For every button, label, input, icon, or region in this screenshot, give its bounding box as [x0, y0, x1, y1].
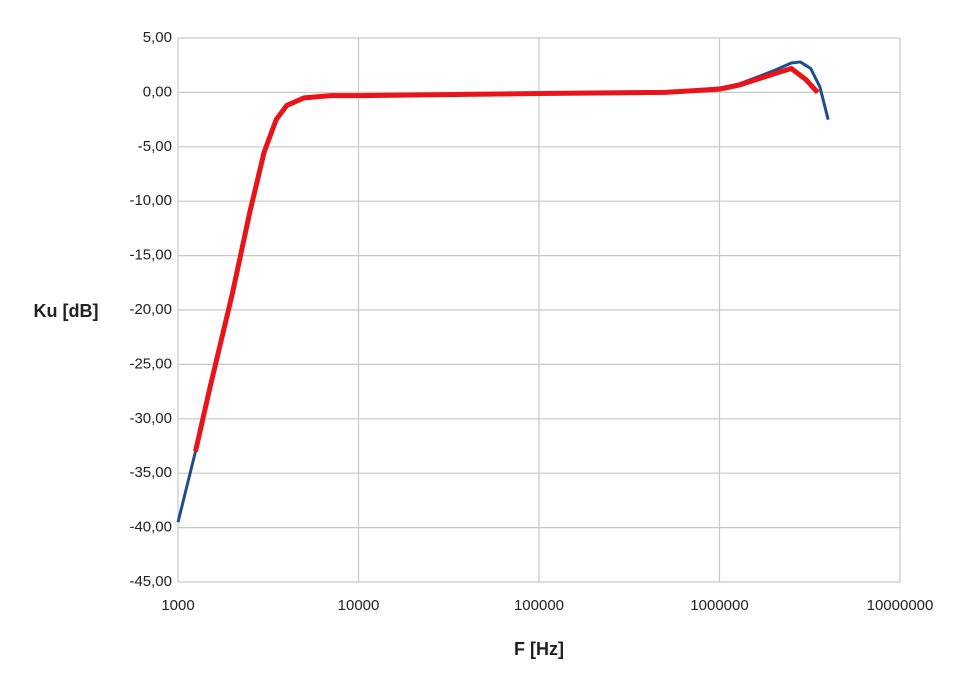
x-axis-title: F [Hz]	[514, 639, 564, 659]
y-tick-label: -45,00	[129, 573, 172, 590]
x-tick-label: 10000000	[867, 597, 934, 614]
y-tick-label: -30,00	[129, 410, 172, 427]
y-axis-title: Ku [dB]	[34, 301, 99, 321]
y-tick-label: 5,00	[143, 29, 172, 46]
series-line	[193, 65, 820, 452]
x-tick-label: 10000	[338, 597, 380, 614]
x-tick-label: 100000	[514, 597, 564, 614]
y-tick-label: -10,00	[129, 192, 172, 209]
y-tick-label: -25,00	[129, 355, 172, 372]
y-tick-label: -35,00	[129, 464, 172, 481]
y-tick-label: 0,00	[143, 83, 172, 100]
series-line	[176, 60, 830, 523]
y-tick-label: -40,00	[129, 519, 172, 536]
x-tick-label: 1000000	[690, 597, 748, 614]
y-tick-label: -20,00	[129, 301, 172, 318]
x-tick-label: 1000	[161, 597, 194, 614]
y-tick-label: -5,00	[138, 138, 172, 155]
y-tick-label: -15,00	[129, 247, 172, 264]
